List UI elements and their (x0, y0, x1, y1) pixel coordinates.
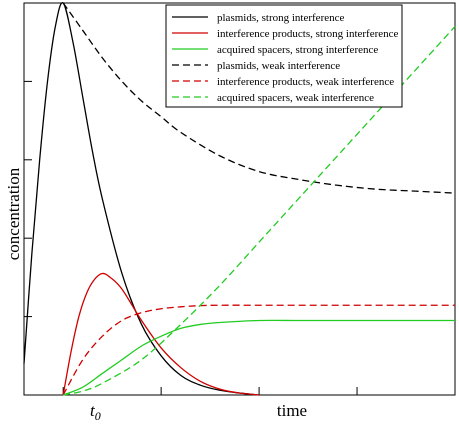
series-line-2 (62, 272, 260, 396)
x-axis-label: time (277, 401, 307, 420)
series-line-4 (62, 2, 456, 194)
y-axis-ticks (24, 80, 32, 318)
x-tick-label-subscript: 0 (95, 409, 101, 423)
legend-label-2: interference products, strong interferen… (217, 28, 399, 40)
legend-label-4: plasmids, weak interference (217, 60, 340, 72)
series-line-6 (63, 26, 456, 396)
legend-box (165, 4, 403, 108)
legend-label-5: interference products, weak interference (217, 76, 394, 88)
legend-label-6: acquired spacers, weak interference (217, 92, 374, 104)
x-tick-label-t: t (90, 401, 96, 420)
legend-label-3: acquired spacers, strong interference (217, 44, 378, 56)
legend-items: plasmids, strong interference interferenc… (172, 12, 399, 104)
series-lines (23, 2, 456, 396)
x-tick-label-t0: t0 (90, 401, 101, 423)
legend-label-1: plasmids, strong interference (217, 12, 344, 24)
series-line-5 (62, 304, 455, 396)
plot-frame (23, 2, 456, 396)
series-line-1 (23, 2, 260, 396)
series-line-3 (62, 319, 455, 396)
legend: plasmids, strong interference interferenc… (165, 4, 403, 108)
y-axis-label: concentration (4, 167, 23, 260)
